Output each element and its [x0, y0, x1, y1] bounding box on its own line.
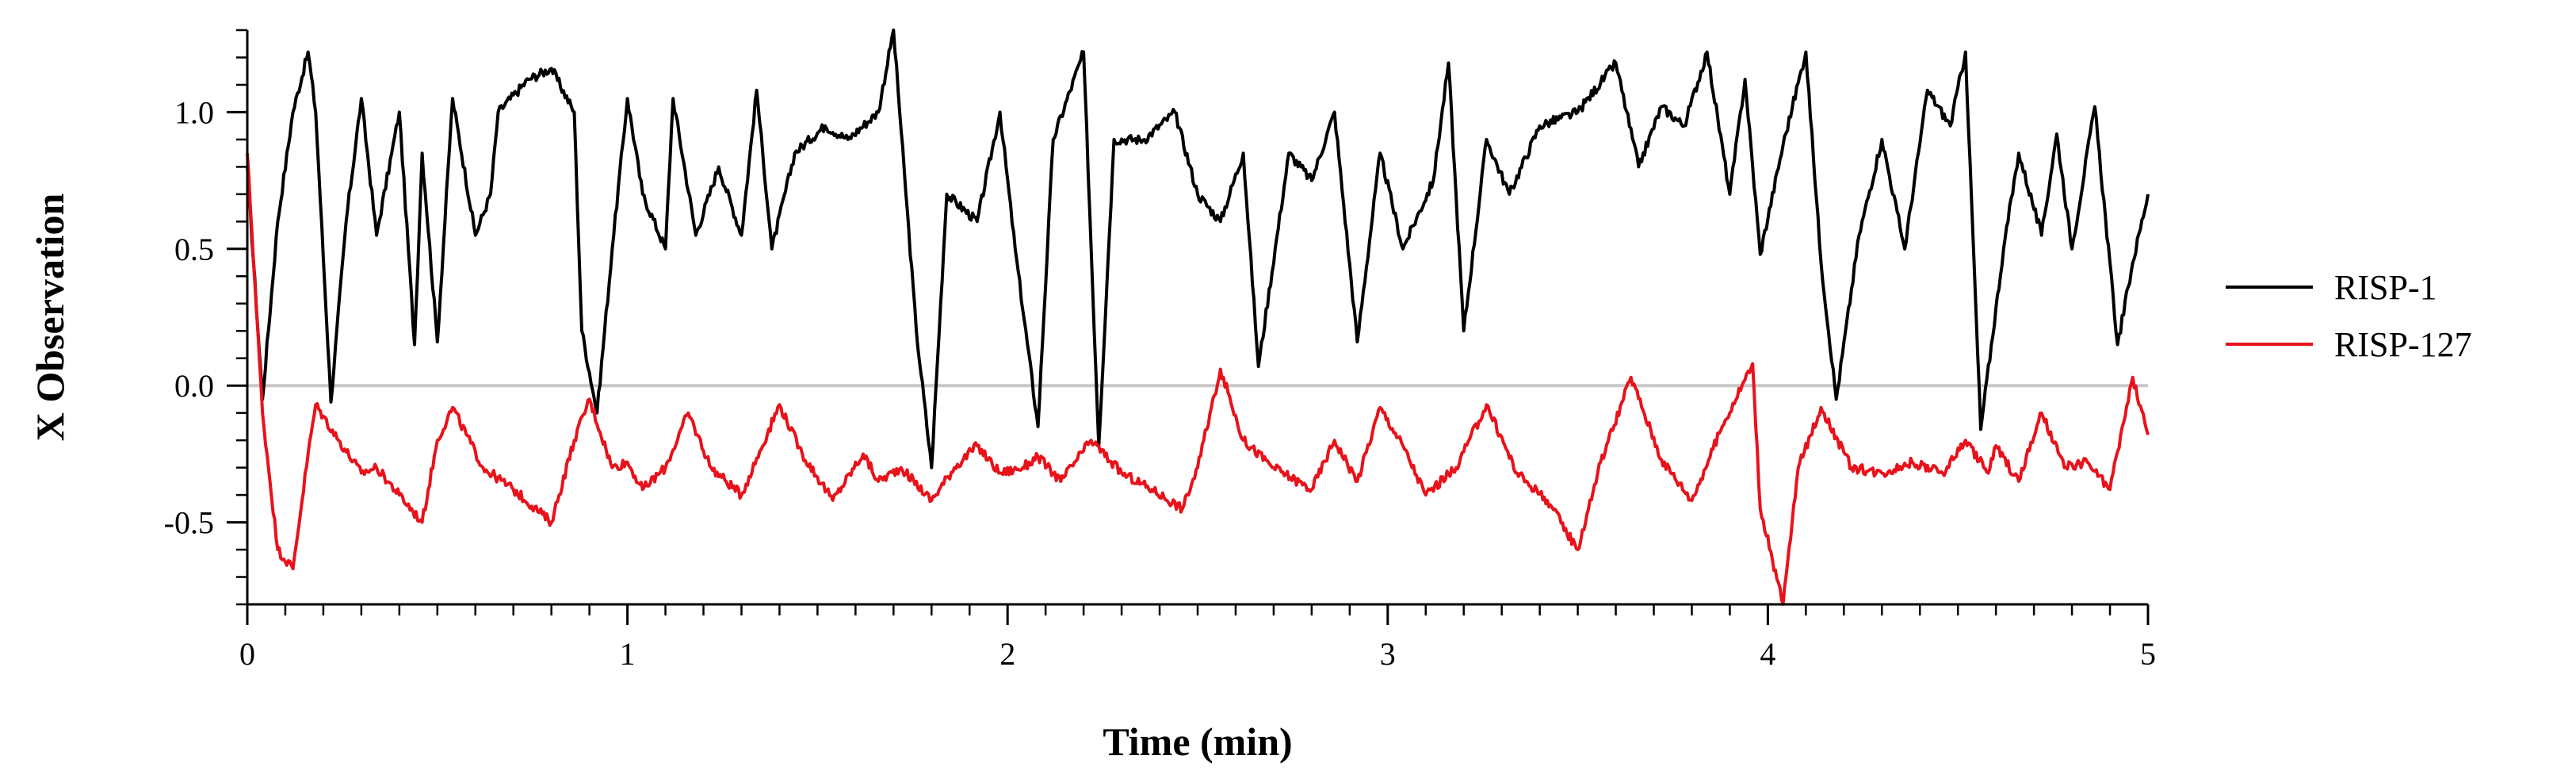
series-layer [246, 29, 2150, 606]
y-tick-label: -0.5 [164, 505, 214, 541]
series-line-risp-1 [246, 29, 2150, 470]
y-tick-label: 0.5 [174, 232, 214, 267]
x-axis-ticks: 0 1 2 3 4 5 [239, 604, 2156, 672]
plot-area [246, 29, 2150, 606]
series-line-risp-127 [246, 152, 2150, 606]
x-tick-label: 3 [1380, 636, 1396, 672]
axes: 0 1 2 3 4 5 -0.5 0.0 0.5 1.0 [164, 29, 2156, 672]
y-tick-label: 0.0 [174, 368, 214, 404]
legend-label: RISP-1 [2334, 268, 2437, 307]
x-tick-label: 1 [620, 636, 636, 672]
x-tick-label: 2 [999, 636, 1015, 672]
x-tick-label: 5 [2140, 636, 2156, 672]
x-axis-title: Time (min) [1103, 719, 1292, 764]
legend-label: RISP-127 [2334, 325, 2472, 364]
x-tick-label: 4 [1760, 636, 1775, 672]
y-axis-ticks: -0.5 0.0 0.5 1.0 [164, 29, 247, 606]
legend: RISP-1 RISP-127 [2226, 268, 2472, 364]
y-tick-label: 1.0 [174, 94, 214, 130]
x-tick-label: 0 [239, 636, 255, 672]
y-axis-title: X Observation [28, 194, 72, 442]
